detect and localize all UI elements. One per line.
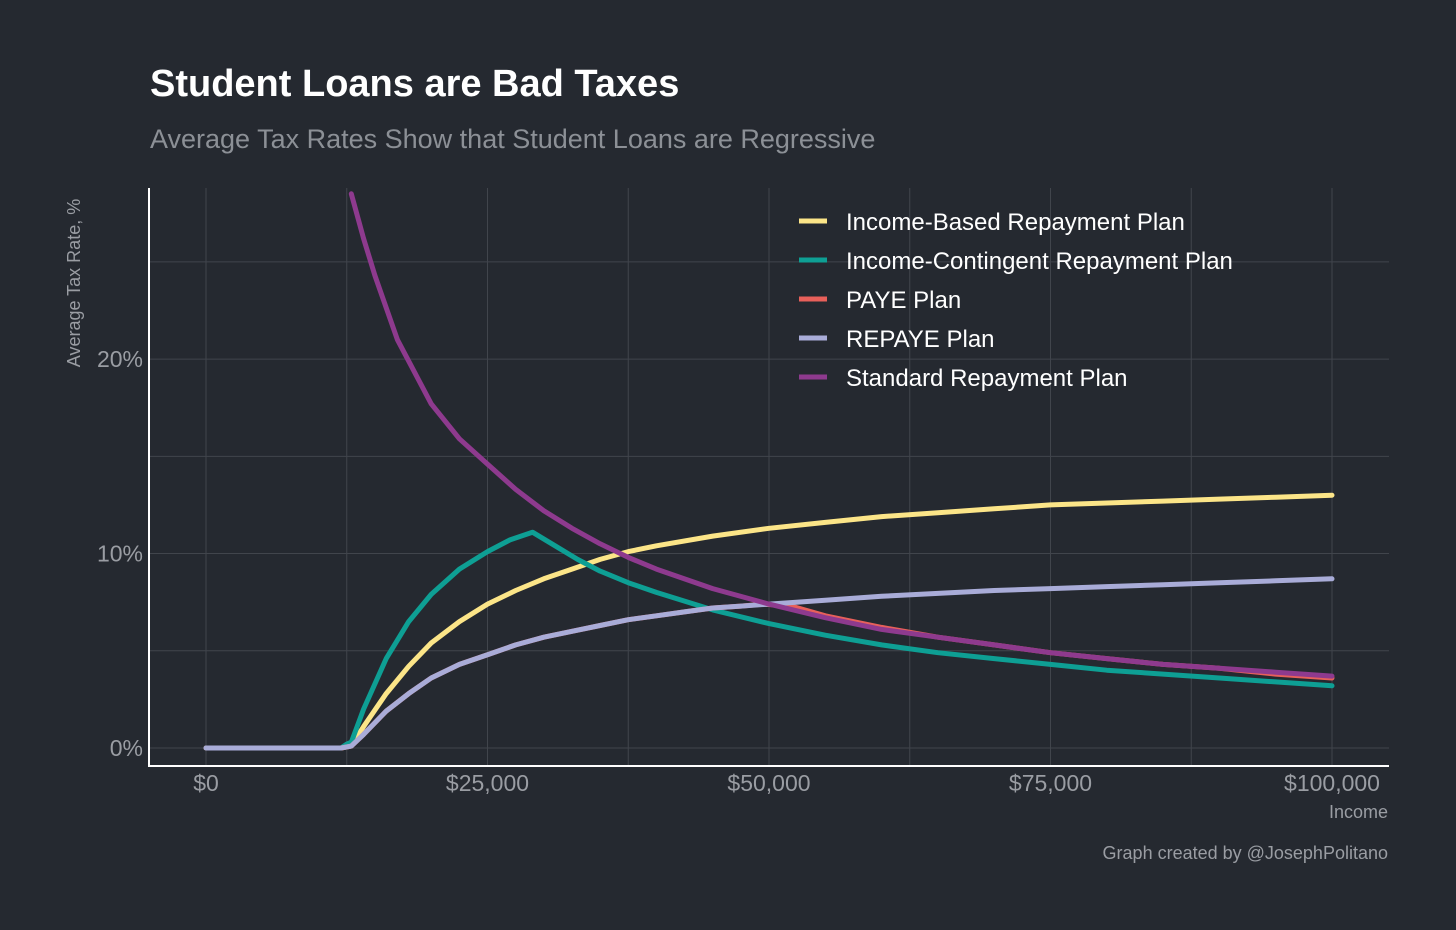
- x-tick-label: $0: [193, 770, 219, 796]
- series-line: [203, 576, 1335, 751]
- series-line: [203, 492, 1335, 751]
- series-line: [348, 191, 1335, 679]
- legend-label: Income-Contingent Repayment Plan: [846, 248, 1233, 275]
- x-tick-label: $25,000: [446, 770, 529, 796]
- legend-label: Income-Based Repayment Plan: [846, 209, 1185, 236]
- y-tick-label: 20%: [97, 346, 143, 372]
- legend-label: PAYE Plan: [846, 287, 961, 314]
- chart-subtitle: Average Tax Rates Show that Student Loan…: [150, 124, 875, 154]
- legend-label: Standard Repayment Plan: [846, 365, 1128, 392]
- tick-labels: $0 $25,000 $50,000 $75,000 $100,000 0% 10% 20%: [97, 346, 1380, 796]
- grid-lines: [150, 188, 1389, 765]
- series-line: [203, 529, 1335, 751]
- y-tick-label: 10%: [97, 541, 143, 567]
- y-tick-label: 0%: [110, 735, 143, 761]
- chart-caption: Graph created by @JosephPolitano: [1103, 843, 1388, 863]
- legend: Income-Based Repayment Plan Income-Contin…: [799, 209, 1233, 392]
- y-axis-title: Average Tax Rate, %: [64, 199, 84, 367]
- x-tick-label: $100,000: [1284, 770, 1380, 796]
- series-lines: [203, 191, 1335, 751]
- chart-title: Student Loans are Bad Taxes: [150, 63, 679, 105]
- axes: [148, 188, 1389, 767]
- legend-label: REPAYE Plan: [846, 326, 995, 353]
- x-axis-title: Income: [1329, 802, 1388, 822]
- x-tick-label: $75,000: [1009, 770, 1092, 796]
- x-tick-label: $50,000: [727, 770, 810, 796]
